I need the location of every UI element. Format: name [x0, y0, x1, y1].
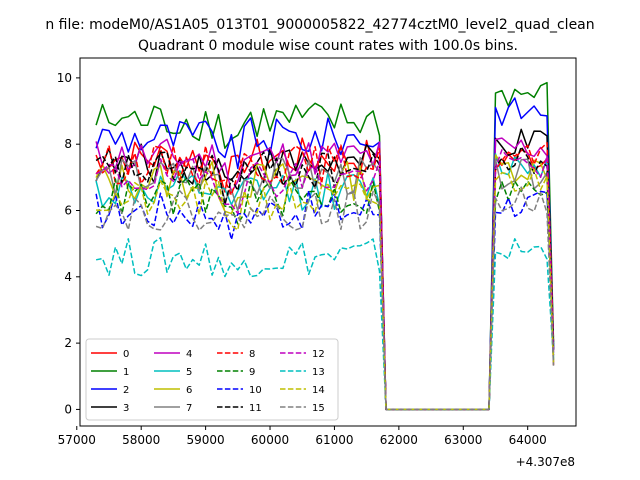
y-tick-label: 10 — [57, 71, 72, 85]
legend-label-11: 11 — [249, 403, 262, 414]
legend-label-2: 2 — [123, 385, 129, 396]
legend-label-1: 1 — [123, 367, 129, 378]
y-tick-label: 6 — [64, 204, 72, 218]
legend-label-12: 12 — [312, 349, 325, 360]
legend-label-10: 10 — [249, 385, 262, 396]
legend-label-7: 7 — [186, 403, 192, 414]
x-axis: 57000 58000 59000 60000 61000 62000 63000 64000 — [58, 426, 547, 447]
y-tick-label: 4 — [64, 270, 72, 284]
series-line-14 — [96, 168, 555, 411]
suptitle: n file: modeM0/AS1A05_013T01_9000005822_… — [45, 17, 594, 33]
legend-label-13: 13 — [312, 367, 325, 378]
series-line-15 — [95, 186, 555, 411]
legend-label-14: 14 — [312, 385, 325, 396]
x-tick-label: 60000 — [251, 433, 289, 447]
x-tick-label: 59000 — [187, 433, 225, 447]
x-tick-label: 57000 — [58, 433, 96, 447]
y-tick-label: 0 — [64, 402, 72, 416]
legend-frame — [85, 338, 339, 421]
legend-label-4: 4 — [186, 349, 192, 360]
legend-label-15: 15 — [312, 403, 325, 414]
legend-label-8: 8 — [249, 349, 255, 360]
series-line-8 — [95, 142, 555, 411]
x-tick-label: 64000 — [509, 433, 547, 447]
plot-frame — [79, 57, 577, 427]
x-tick-label: 58000 — [122, 433, 160, 447]
chart-title: Quadrant 0 module wise count rates with … — [138, 38, 518, 54]
plot-lines — [95, 81, 555, 411]
x-offset-text: +4.307e8 — [516, 455, 575, 469]
legend-label-0: 0 — [123, 349, 129, 360]
legend-label-9: 9 — [249, 367, 255, 378]
x-tick-label: 63000 — [444, 433, 482, 447]
y-axis: 0 2 4 6 8 10 — [57, 71, 80, 416]
legend-label-5: 5 — [186, 367, 192, 378]
y-tick-label: 2 — [64, 336, 72, 350]
legend-label-3: 3 — [123, 403, 129, 414]
x-tick-label: 62000 — [380, 433, 418, 447]
y-tick-label: 8 — [64, 137, 72, 151]
x-tick-label: 61000 — [315, 433, 353, 447]
legend-label-6: 6 — [186, 385, 192, 396]
